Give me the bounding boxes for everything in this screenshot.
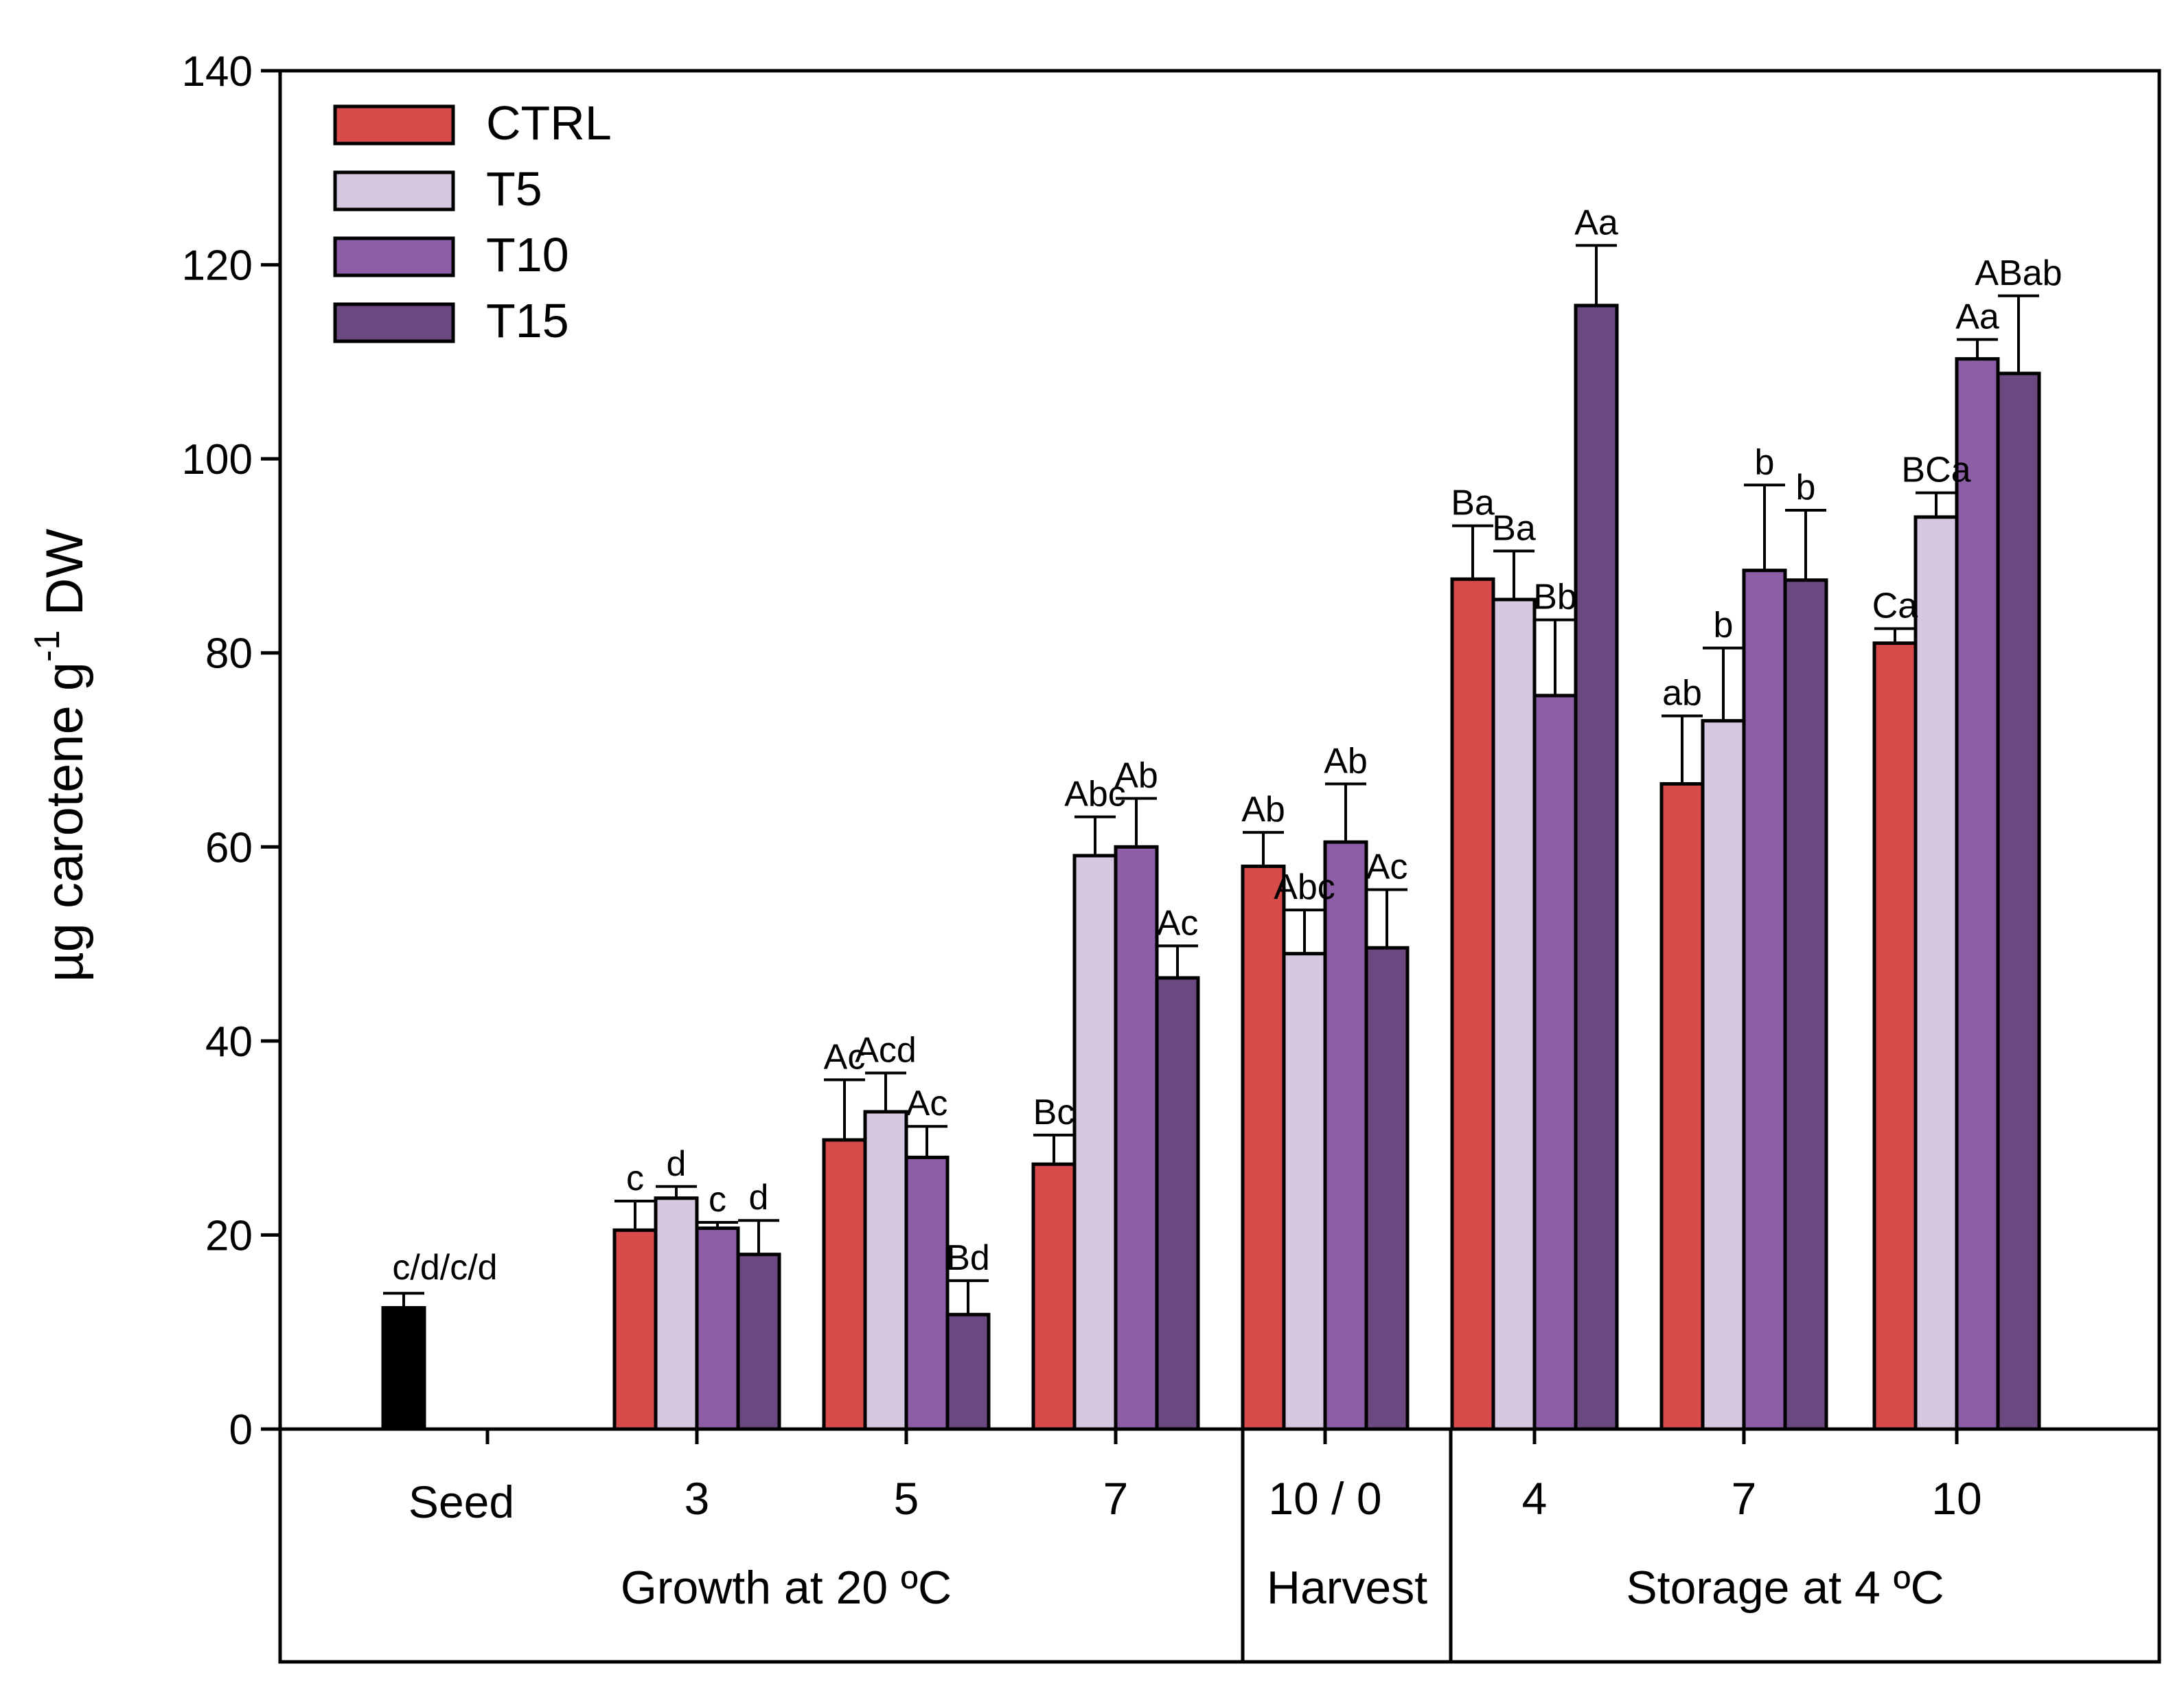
plot-border <box>278 69 2161 1664</box>
legend-label-ctrl: CTRL <box>486 96 612 150</box>
sig-label: Bd <box>946 1238 990 1278</box>
sig-label: Bb <box>1533 578 1577 617</box>
y-axis-label-suffix: DW <box>36 529 94 630</box>
bar-t5 <box>1913 515 1959 1431</box>
sig-label: BCa <box>1901 450 1970 490</box>
sig-label: Ba <box>1492 508 1536 548</box>
legend-label-t10: T10 <box>486 228 569 282</box>
sig-label: Ac <box>824 1037 866 1077</box>
sig-label: ab <box>1662 674 1702 713</box>
sig-label: Ba <box>1451 483 1495 523</box>
legend-swatch-t10 <box>333 236 455 277</box>
plot-frame <box>278 69 2161 1664</box>
sig-label: Ac <box>906 1084 948 1123</box>
sig-label: Ab <box>1114 756 1158 796</box>
bar-t15 <box>736 1253 781 1431</box>
y-tick-label: 80 <box>205 630 253 678</box>
x-axis-table: Seed 3 5 7 10 / 0 4 7 10 Growth at 20 ºC Harvest S… <box>409 1429 1982 1662</box>
category-label: 3 <box>685 1473 710 1524</box>
sig-label: Aa <box>1574 203 1618 242</box>
category-label: 7 <box>1732 1473 1757 1524</box>
category-label-seed: Seed <box>409 1476 514 1527</box>
sig-label: d <box>749 1178 769 1218</box>
bar-t10 <box>1532 694 1578 1431</box>
sig-label: Acd <box>855 1030 917 1070</box>
bar-seed <box>381 1305 426 1431</box>
bar-t15 <box>1783 578 1828 1431</box>
y-axis: 0 20 40 60 80 100 120 140 <box>182 48 280 1454</box>
bar-ctrl <box>1031 1162 1077 1431</box>
legend-swatch-t15 <box>333 302 455 343</box>
category-label: 10 <box>1931 1473 1981 1524</box>
sig-label: Abc <box>1064 774 1126 814</box>
bar-ctrl <box>612 1228 658 1431</box>
legend-label-t15: T15 <box>486 294 569 347</box>
bar-t15 <box>1155 976 1200 1431</box>
y-axis-label: µg carotene g-1 DW <box>27 529 94 983</box>
y-tick-label: 40 <box>205 1018 253 1066</box>
sig-label: b <box>1714 606 1734 646</box>
group-label: Harvest <box>1267 1562 1427 1614</box>
bars <box>381 304 2041 1431</box>
bar-t5 <box>1282 952 1327 1431</box>
sig-label: Ab <box>1241 790 1285 830</box>
bar-t10 <box>1114 845 1159 1431</box>
y-tick-label: 60 <box>205 824 253 871</box>
category-label: 7 <box>1103 1473 1129 1524</box>
bar-t5 <box>1701 719 1746 1431</box>
sig-label: Ac <box>1366 847 1408 887</box>
bar-ctrl <box>1872 641 1918 1431</box>
group-label: Growth at 20 ºC <box>621 1562 952 1614</box>
group-label: Storage at 4 ºC <box>1626 1562 1944 1614</box>
legend-label-t5: T5 <box>486 162 542 216</box>
bar-t10 <box>695 1226 740 1431</box>
bar-t10 <box>1742 569 1787 1431</box>
sig-label: c <box>709 1180 726 1220</box>
sig-label: ABab <box>1975 253 2062 293</box>
bar-t15 <box>945 1312 991 1431</box>
bar-t10 <box>1323 840 1368 1431</box>
y-tick-label: 100 <box>182 436 253 483</box>
sig-label: Aa <box>1955 297 1999 336</box>
category-label: 5 <box>894 1473 919 1524</box>
bar-t5 <box>654 1196 699 1431</box>
y-tick-label: 140 <box>182 48 253 95</box>
sig-label: Ab <box>1324 741 1368 781</box>
sig-label: b <box>1755 442 1775 482</box>
y-axis-label-main: µg carotene g <box>36 662 94 982</box>
legend-swatch-t5 <box>333 170 455 212</box>
category-label: 10 / 0 <box>1268 1473 1381 1524</box>
error-bars <box>383 244 2039 1315</box>
sig-label: Ca <box>1872 586 1918 626</box>
sig-label: Abc <box>1274 867 1335 907</box>
bar-ctrl <box>1241 865 1286 1431</box>
bar-t10 <box>904 1155 950 1431</box>
bar-t5 <box>1491 597 1537 1431</box>
sig-label: c <box>626 1158 644 1198</box>
y-tick-label: 120 <box>182 242 253 290</box>
bar-t5 <box>1072 854 1118 1431</box>
y-axis-label-sup: -1 <box>27 630 67 662</box>
bar-t15 <box>1996 372 2041 1431</box>
sig-label-seed: c/d/c/d <box>392 1248 497 1288</box>
bar-ctrl <box>1659 781 1705 1431</box>
bar-t15 <box>1364 946 1410 1431</box>
bar-t15 <box>1574 304 1619 1431</box>
sig-label: Ac <box>1157 903 1199 943</box>
sig-label: d <box>667 1144 687 1184</box>
legend-swatch-ctrl <box>333 104 455 146</box>
category-label: 4 <box>1522 1473 1548 1524</box>
bar-t5 <box>863 1110 908 1431</box>
bar-t10 <box>1955 357 2000 1431</box>
legend: CTRL T5 T10 T15 <box>333 96 612 347</box>
y-tick-label: 20 <box>205 1212 253 1259</box>
y-tick-label: 0 <box>229 1406 253 1454</box>
bar-ctrl <box>1450 577 1495 1431</box>
sig-label: b <box>1796 468 1816 507</box>
significance-labels: c/d/c/dc dc dAcAcdAcBdBcAbcAbAcAbAbcAbAcBa… <box>392 203 2062 1288</box>
bar-ctrl <box>822 1138 867 1431</box>
sig-label: Bc <box>1033 1093 1075 1132</box>
